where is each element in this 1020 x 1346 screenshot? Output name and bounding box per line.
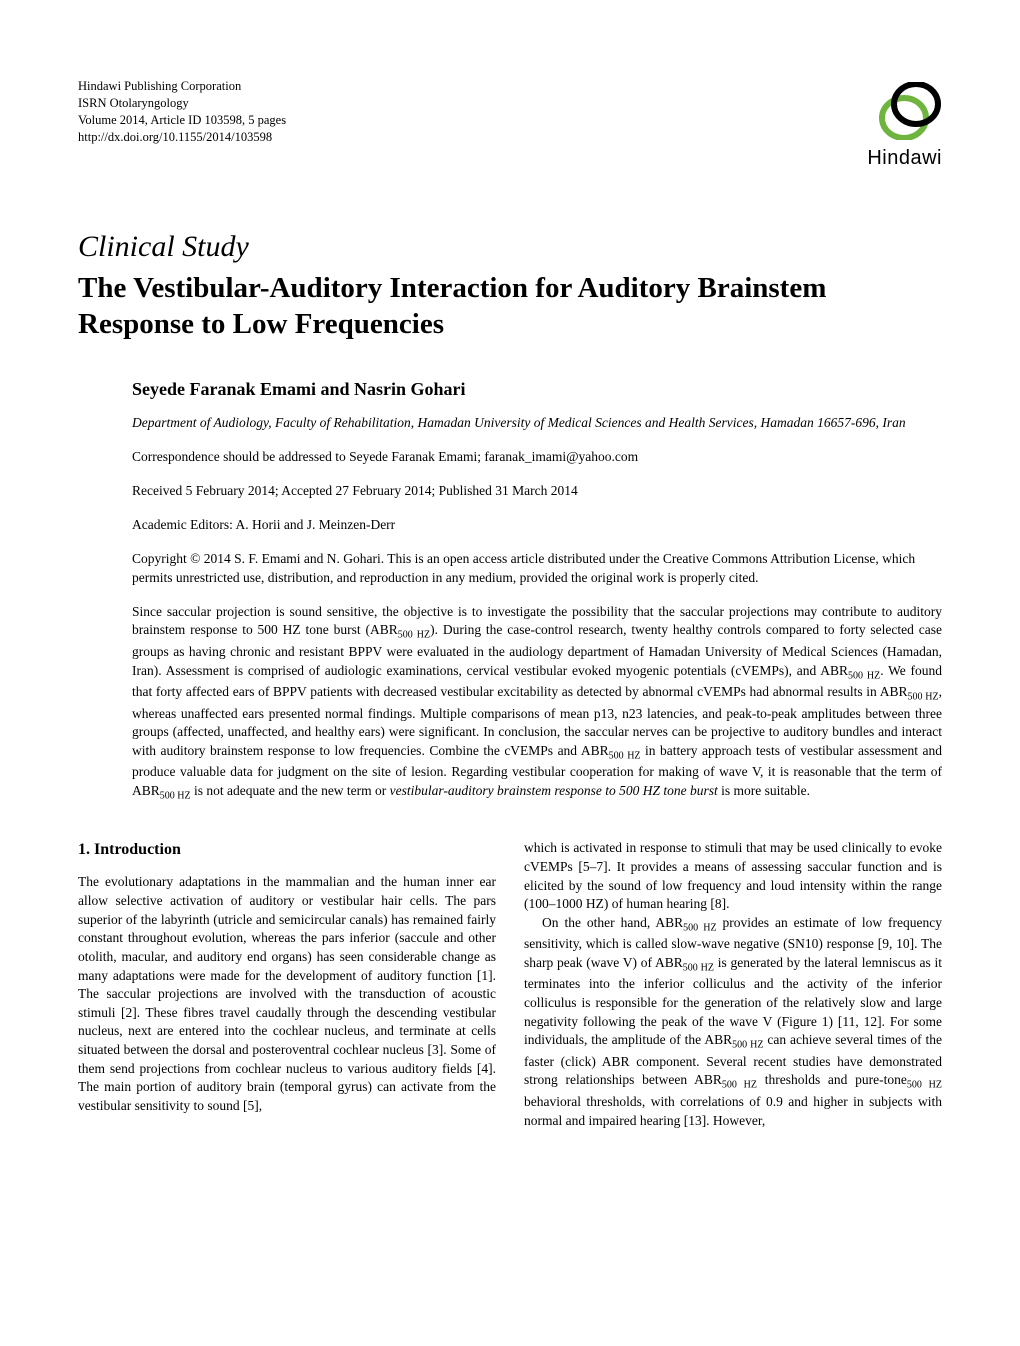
body-sub: 500 HZ (732, 1040, 763, 1051)
hindawi-logo-icon (878, 82, 942, 145)
publisher-info: Hindawi Publishing Corporation ISRN Otol… (78, 78, 286, 146)
abstract-italic: vestibular-auditory brainstem response t… (390, 783, 718, 798)
abstract: Since saccular projection is sound sensi… (132, 603, 942, 804)
copyright: Copyright © 2014 S. F. Emami and N. Goha… (132, 550, 942, 586)
body-sub: 500 HZ (907, 1080, 942, 1091)
abstract-text: is not adequate and the new term or (191, 783, 390, 798)
article-type: Clinical Study (78, 230, 942, 264)
publisher-name: Hindawi Publishing Corporation (78, 78, 286, 95)
hindawi-logo-text: Hindawi (867, 147, 942, 170)
header-row: Hindawi Publishing Corporation ISRN Otol… (78, 78, 942, 170)
column-right: which is activated in response to stimul… (524, 839, 942, 1130)
section-heading: 1. Introduction (78, 839, 496, 861)
body-sub: 500 HZ (722, 1080, 757, 1091)
body-columns: 1. Introduction The evolutionary adaptat… (78, 839, 942, 1130)
correspondence: Correspondence should be addressed to Se… (132, 448, 942, 466)
body-sub: 500 HZ (683, 963, 714, 974)
abstract-sub: 500 HZ (398, 630, 430, 641)
abstract-sub: 500 HZ (609, 750, 641, 761)
body-sub: 500 HZ (683, 923, 716, 934)
academic-editors: Academic Editors: A. Horii and J. Meinze… (132, 516, 942, 534)
body-text: behavioral thresholds, with correlations… (524, 1094, 942, 1128)
publisher-logo: Hindawi (867, 78, 942, 170)
abstract-sub: 500 HZ (907, 692, 938, 703)
body-paragraph: The evolutionary adaptations in the mamm… (78, 873, 496, 1115)
abstract-sub: 500 HZ (848, 670, 880, 681)
volume-info: Volume 2014, Article ID 103598, 5 pages (78, 112, 286, 129)
column-left: 1. Introduction The evolutionary adaptat… (78, 839, 496, 1130)
meta-block: Seyede Faranak Emami and Nasrin Gohari D… (132, 379, 942, 804)
article-title: The Vestibular-Auditory Interaction for … (78, 270, 942, 343)
authors: Seyede Faranak Emami and Nasrin Gohari (132, 379, 942, 400)
body-paragraph: which is activated in response to stimul… (524, 839, 942, 914)
body-text: thresholds and pure-tone (757, 1072, 907, 1087)
affiliation: Department of Audiology, Faculty of Reha… (132, 414, 942, 432)
body-text: On the other hand, ABR (542, 915, 683, 930)
abstract-text: is more suitable. (718, 783, 810, 798)
body-paragraph: On the other hand, ABR500 HZ provides an… (524, 914, 942, 1130)
dates: Received 5 February 2014; Accepted 27 Fe… (132, 482, 942, 500)
journal-name: ISRN Otolaryngology (78, 95, 286, 112)
doi-link: http://dx.doi.org/10.1155/2014/103598 (78, 129, 286, 146)
abstract-sub: 500 HZ (160, 791, 191, 802)
